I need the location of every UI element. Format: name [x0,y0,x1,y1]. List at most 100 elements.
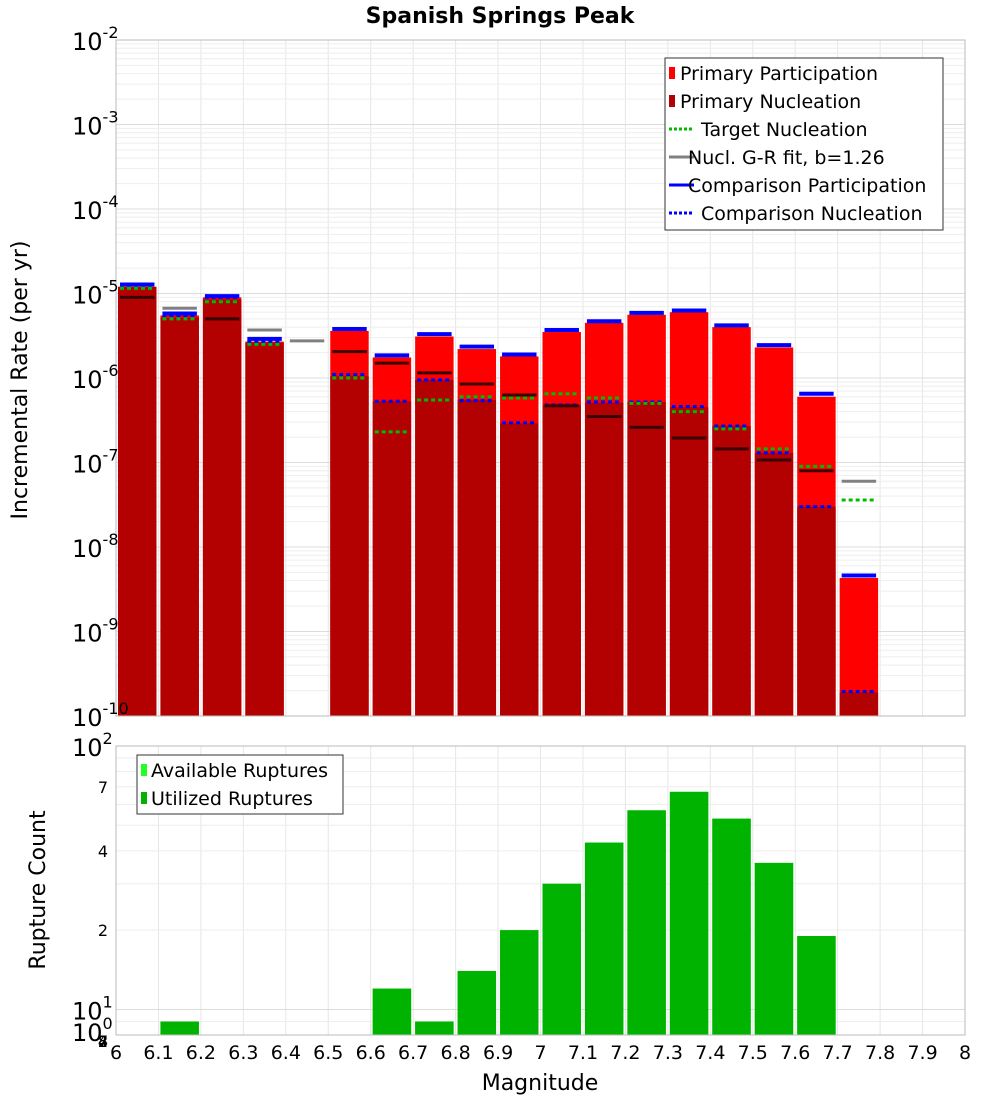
primary-nucleation-bar [839,692,879,716]
x-tick-label: 7.8 [865,1042,895,1064]
x-tick-label: 6.5 [313,1042,343,1064]
primary-nucleation-bar [797,506,836,716]
utilized-ruptures-bar [584,842,624,1035]
bottom-y-axis-label: Rupture Count [26,810,51,970]
bottom-legend-box [136,754,344,815]
bottom-y-tick-exponent: 0 [103,1014,113,1033]
x-tick-label: 6.9 [483,1042,513,1064]
top-y-tick-label: 10-3 [72,108,119,141]
utilized-ruptures-bar [669,791,709,1035]
utilized-ruptures-bar [160,1021,199,1035]
top-y-tick-label: 10-10 [72,699,129,732]
primary-nucleation-bar [118,286,157,716]
top-y-tick-exponent: -2 [103,23,119,42]
primary-nucleation-bar [500,423,539,716]
primary-nucleation-bar [330,376,369,716]
primary-nucleation-bar [754,452,794,716]
primary-nucleation-bar [627,401,666,716]
x-tick-label: 7.6 [780,1042,810,1064]
x-tick-label: 6 [110,1042,122,1064]
bottom-legend-label: Available Ruptures [151,760,328,782]
bottom-y-tick-exponent: 2 [103,729,113,748]
bottom-y-minor-label: 4 [98,842,108,861]
top-y-tick-exponent: -9 [103,615,119,634]
top-legend-label: Primary Participation [680,63,878,85]
top-y-tick-base: 10 [72,28,103,56]
top-y-tick-exponent: -7 [103,446,119,465]
bottom-plot-border [115,745,966,1036]
bottom-y-minor-label: 8 [98,1032,108,1051]
top-y-tick-exponent: -10 [103,699,129,718]
top-y-tick-label: 10-5 [72,277,119,310]
x-tick-label: 6.2 [186,1042,216,1064]
bottom-y-minor-label: 2 [98,921,108,940]
top-y-tick-label: 10-4 [72,192,119,225]
top-y-tick-label: 10-7 [72,446,119,479]
top-y-tick-base: 10 [72,704,103,732]
top-y-tick-base: 10 [72,366,103,394]
bottom-y-minor-label: 7 [98,778,108,797]
x-tick-label: 8 [959,1042,971,1064]
top-y-tick-exponent: -3 [103,108,119,127]
top-y-tick-exponent: -6 [103,361,119,380]
x-tick-label: 7.1 [568,1042,598,1064]
x-tick-label: 7.5 [738,1042,768,1064]
primary-nucleation-bar [415,379,454,716]
bottom-y-tick-label: 100 [72,1014,113,1047]
top-y-tick-base: 10 [72,113,103,141]
utilized-ruptures-bar [415,1021,454,1035]
bottom-legend: Available Ruptures Utilized Ruptures [136,754,344,815]
utilized-ruptures-bar [797,936,836,1035]
bottom-y-tick-label: 101 [72,992,113,1025]
primary-nucleation-bar [712,426,751,716]
top-legend-label: Primary Nucleation [680,91,861,113]
utilized-ruptures-bar [712,818,751,1035]
bottom-y-minor-label: 2 [98,1032,108,1051]
top-y-tick-exponent: -8 [103,530,119,549]
bottom-y-minor-label: 4 [98,1032,108,1051]
x-tick-label: 6.4 [271,1042,301,1064]
top-y-tick-base: 10 [72,197,103,225]
bottom-legend-swatch [141,792,147,804]
top-legend-label: Nucl. G-R fit, b=1.26 [688,147,885,169]
primary-nucleation-bar [372,401,412,716]
x-tick-label: 6.6 [356,1042,386,1064]
primary-nucleation-bar [160,317,199,716]
x-tick-label: 7.3 [653,1042,683,1064]
x-axis-label: Magnitude [482,1071,599,1096]
bottom-y-minor-label: 7 [98,1032,108,1051]
x-tick-label: 6.1 [143,1042,173,1064]
top-legend-swatch [669,67,675,79]
x-tick-label: 7.4 [695,1042,725,1064]
bottom-y-tick-label: 102 [72,729,113,762]
top-y-axis-label: Incremental Rate (per yr) [8,241,33,520]
bottom-y-tick-exponent: 1 [103,992,113,1011]
top-y-tick-label: 10-8 [72,530,119,563]
top-y-tick-label: 10-6 [72,361,119,394]
top-legend-box [664,57,944,231]
utilized-ruptures-bar [500,930,539,1035]
x-tick-label: 6.8 [440,1042,470,1064]
utilized-ruptures-bar [542,883,581,1035]
top-plot-border [115,39,966,717]
x-tick-label: 7.2 [610,1042,640,1064]
primary-nucleation-bar [457,399,497,716]
top-y-tick-label: 10-2 [72,23,119,56]
bottom-y-tick-base: 10 [72,734,103,762]
bottom-y-tick-base: 10 [72,997,103,1025]
bottom-legend-label: Utilized Ruptures [151,788,313,810]
primary-nucleation-bar [542,404,581,716]
x-tick-label: 7.7 [823,1042,853,1064]
top-legend: Primary Participation Primary Nucleation T… [664,57,944,231]
top-y-tick-exponent: -4 [103,192,119,211]
top-y-tick-label: 10-9 [72,615,119,648]
bottom-y-tick-base: 10 [72,1019,103,1047]
primary-nucleation-bar [584,402,624,716]
x-tick-label: 6.7 [398,1042,428,1064]
x-tick-label: 7.9 [907,1042,937,1064]
x-tick-label: 6.3 [228,1042,258,1064]
bottom-legend-swatch [141,764,147,776]
